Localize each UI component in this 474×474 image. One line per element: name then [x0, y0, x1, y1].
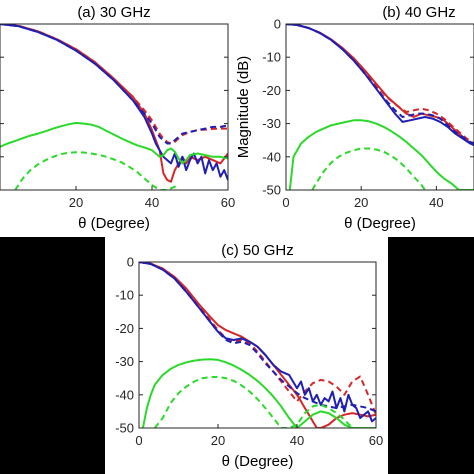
y-tick-label-b: -10	[262, 50, 281, 65]
plot-area-b	[286, 24, 474, 190]
y-tick-label-b: -50	[262, 183, 281, 198]
y-tick-label-c: -20	[115, 321, 134, 336]
chart-title-a: (a) 30 GHz	[77, 4, 150, 21]
series-line-b-1	[286, 24, 474, 145]
x-tick-label-c: 60	[369, 433, 383, 448]
series-line-b-3	[286, 24, 474, 145]
black-bar-right	[388, 237, 474, 474]
x-tick-label-b: 0	[282, 195, 289, 210]
x-tick-label-c: 40	[290, 433, 304, 448]
y-tick-label-b: -40	[262, 149, 281, 164]
x-tick-label-a: 60	[221, 195, 235, 210]
series-line-a-1	[0, 24, 228, 145]
panel-a: 20 40 60 (a) 30 GHz θ (Degree)	[0, 4, 235, 232]
series-line-b-4	[288, 119, 474, 190]
series-line-b-5	[311, 147, 426, 190]
series-line-c-4	[141, 358, 376, 428]
x-axis-label-a: θ (Degree)	[78, 215, 150, 232]
plot-area-a	[0, 24, 228, 190]
y-tick-label-c: -50	[115, 421, 134, 436]
y-tick-label-c: -40	[115, 387, 134, 402]
series-line-a-3	[0, 24, 228, 145]
x-tick-label-c: 0	[135, 433, 142, 448]
series-line-c-2	[139, 262, 376, 423]
chart-title-c: (c) 50 GHz	[221, 242, 294, 259]
x-tick-label-b: 20	[354, 195, 368, 210]
black-bar-left	[0, 237, 105, 474]
series-line-c-5	[154, 375, 361, 428]
plot-area-c	[139, 262, 376, 428]
axes-box-c	[138, 261, 377, 429]
series-line-a-4	[0, 121, 228, 165]
y-tick-label-c: -10	[115, 288, 134, 303]
y-tick-label-c: -30	[115, 354, 134, 369]
x-tick-label-b: 40	[429, 195, 443, 210]
y-axis-label-b: Magnitude (dB)	[235, 56, 252, 159]
axes-box-a	[0, 23, 229, 191]
chart-title-b: (b) 40 GHz	[382, 4, 455, 21]
x-axis-label-c: θ (Degree)	[222, 453, 294, 470]
y-tick-label-b: 0	[274, 17, 281, 32]
y-tick-label-b: -30	[262, 116, 281, 131]
axes-box-b	[285, 23, 474, 191]
series-line-a-5	[14, 151, 180, 190]
y-axis-label-c: Magnitude (dB)	[88, 294, 105, 397]
x-axis-label-b: θ (Degree)	[344, 215, 416, 232]
x-tick-label-c: 20	[211, 433, 225, 448]
series-line-c-3	[139, 262, 376, 413]
y-tick-label-c: 0	[127, 255, 134, 270]
x-tick-label-a: 40	[145, 195, 159, 210]
y-tick-label-b: -20	[262, 83, 281, 98]
x-tick-label-a: 20	[69, 195, 83, 210]
